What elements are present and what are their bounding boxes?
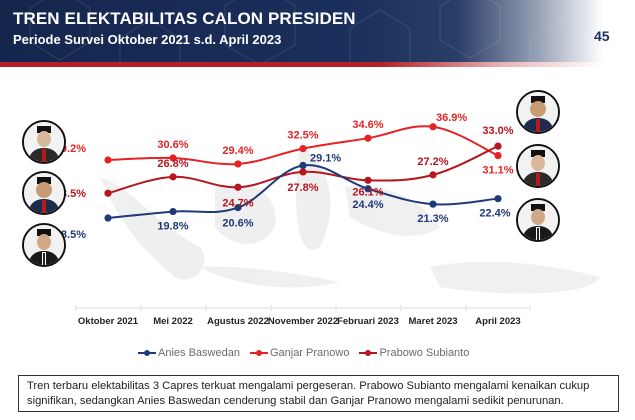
data-label-anies: 22.4% (479, 208, 510, 220)
person-icon (24, 173, 64, 213)
data-point-anies (104, 214, 112, 222)
data-label-ganjar: 29.4% (222, 145, 253, 157)
data-label-anies: 20.6% (222, 218, 253, 230)
data-point-ganjar (494, 151, 502, 160)
data-point-anies (494, 195, 502, 203)
avatar-ganjar-right (516, 144, 560, 188)
data-label-prabowo: 24.7% (222, 197, 253, 209)
data-point-anies (169, 207, 177, 216)
data-label-prabowo: 27.2% (417, 156, 448, 168)
data-label-prabowo: 26.8% (157, 158, 188, 170)
person-icon (518, 92, 558, 132)
line-chart: Oktober 2021 Mei 2022 Agustus 2022November… (55, 112, 600, 327)
data-label-ganjar: 32.5% (287, 130, 318, 142)
data-point-ganjar (234, 160, 242, 168)
x-tick-label: Oktober 2021 (78, 316, 139, 327)
data-label-prabowo: 26.1% (352, 186, 383, 198)
data-label-anies: 29.1% (310, 152, 341, 164)
header-banner: TREN ELEKTABILITAS CALON PRESIDEN Period… (0, 0, 635, 62)
legend-swatch-prabowo (359, 348, 378, 358)
chart-legend: Anies Baswedan Ganjar Pranowo Prabowo Su… (138, 347, 469, 359)
avatar-anies-right (516, 198, 560, 242)
x-tick-label: Mei 2022 (153, 316, 193, 327)
page-number: 45 (594, 28, 610, 44)
data-label-prabowo: 33.0% (482, 125, 513, 137)
data-point-ganjar (104, 156, 112, 164)
person-icon (518, 146, 558, 186)
avatar-anies-left (22, 223, 66, 267)
avatar-prabowo-left (22, 171, 66, 215)
data-point-anies (234, 204, 242, 212)
data-point-prabowo (494, 142, 502, 150)
data-label-ganjar: 34.6% (352, 119, 383, 131)
data-point-prabowo (104, 189, 112, 197)
data-label-anies: 21.3% (417, 213, 448, 225)
x-tick-label: November 2022 (268, 316, 338, 327)
avatar-prabowo-right (516, 90, 560, 134)
data-label-ganjar: 30.6% (157, 139, 188, 151)
legend-swatch-ganjar (249, 348, 268, 358)
data-point-prabowo (429, 171, 437, 179)
data-point-anies (364, 185, 372, 193)
data-point-anies (429, 200, 437, 208)
data-point-prabowo (299, 168, 307, 176)
data-point-prabowo (169, 173, 177, 181)
data-point-prabowo (364, 176, 372, 184)
x-tick-label: April 2023 (475, 316, 520, 327)
avatar-ganjar-left (22, 120, 66, 164)
data-point-prabowo (234, 183, 242, 191)
legend-item-prabowo: Prabowo Subianto (359, 347, 469, 359)
legend-label: Prabowo Subianto (379, 347, 470, 359)
data-label-anies: 19.8% (157, 221, 188, 233)
person-icon (24, 122, 64, 162)
person-icon (518, 200, 558, 240)
summary-note: Tren terbaru elektabilitas 3 Capres terk… (18, 375, 619, 412)
data-point-ganjar (364, 134, 372, 142)
person-icon (24, 225, 64, 265)
legend-item-anies: Anies Baswedan (138, 347, 240, 359)
page-subtitle: Periode Survei Oktober 2021 s.d. April 2… (13, 32, 282, 47)
data-label-anies: 24.4% (352, 199, 383, 211)
legend-label: Anies Baswedan (158, 347, 240, 359)
page-title: TREN ELEKTABILITAS CALON PRESIDEN (13, 9, 356, 28)
legend-item-ganjar: Ganjar Pranowo (249, 347, 350, 359)
x-tick-label: Februari 2023 (337, 316, 399, 327)
data-point-anies (299, 161, 307, 170)
hexagon-pattern (29, 0, 591, 62)
data-point-ganjar (429, 123, 437, 131)
x-tick-label: Maret 2023 (408, 316, 457, 327)
data-point-ganjar (299, 144, 307, 153)
data-point-ganjar (169, 154, 177, 162)
data-label-prabowo: 27.8% (287, 182, 318, 194)
legend-label: Ganjar Pranowo (269, 347, 350, 359)
header-red-stripe (0, 62, 635, 67)
x-tick-label: Agustus 2022 (207, 316, 269, 327)
legend-swatch-anies (138, 348, 156, 358)
data-label-ganjar: 31.1% (482, 165, 513, 177)
data-label-ganjar: 36.9% (436, 112, 467, 124)
